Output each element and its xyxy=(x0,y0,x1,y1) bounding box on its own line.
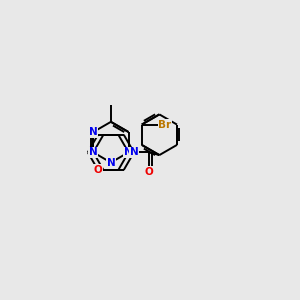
Text: N: N xyxy=(106,158,115,167)
Text: N: N xyxy=(130,147,138,157)
Text: O: O xyxy=(145,167,154,176)
Text: N: N xyxy=(89,147,98,157)
Text: N: N xyxy=(89,127,98,137)
Text: N: N xyxy=(124,147,133,157)
Text: Br: Br xyxy=(158,120,172,130)
Text: O: O xyxy=(94,165,102,175)
